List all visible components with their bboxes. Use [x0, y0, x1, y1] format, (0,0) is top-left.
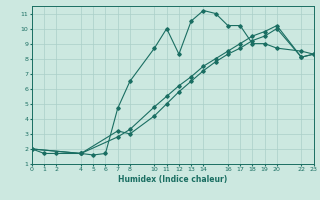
X-axis label: Humidex (Indice chaleur): Humidex (Indice chaleur)	[118, 175, 228, 184]
